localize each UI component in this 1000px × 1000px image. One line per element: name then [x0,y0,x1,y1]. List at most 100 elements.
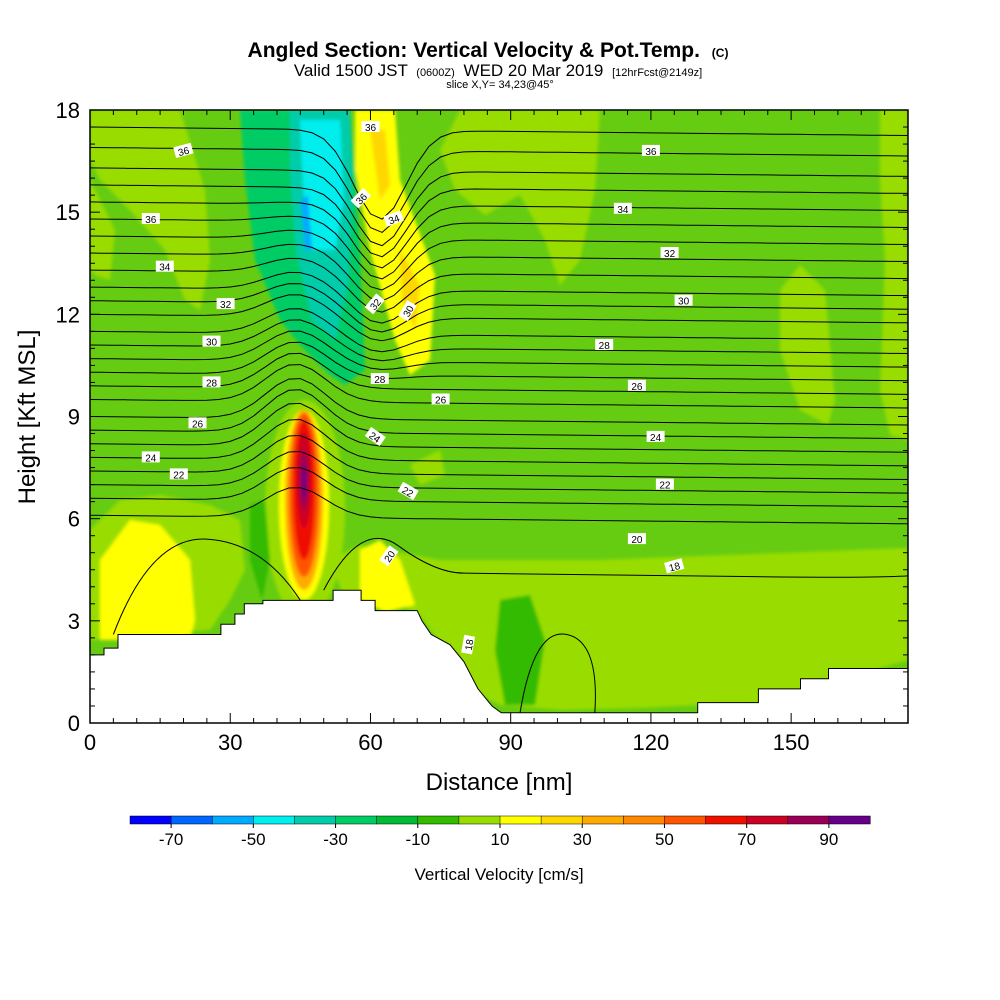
chart-subtitle: Valid 1500 JST (0600Z) WED 20 Mar 2019 [… [294,61,702,80]
colorbar-swatch [540,815,583,825]
x-tick-label: 0 [84,730,96,755]
vv-region [250,500,270,600]
colorbar-swatch [787,815,830,825]
isotherm-label: 34 [155,260,174,274]
vv-region [302,464,306,500]
terrain [90,589,908,723]
isotherm-line [90,330,908,371]
chart-title: Angled Section: Vertical Velocity & Pot.… [248,39,729,62]
isotherm-label-bg [674,294,693,306]
forecast-info: [12hrFcst@2149z] [612,67,702,79]
colorbar-swatch [705,815,748,825]
isotherm-label-bg [431,393,450,405]
vv-region [410,450,445,485]
isotherm-label-text: 26 [631,382,643,393]
isotherm-label-bg [216,298,235,310]
colorbar-swatch [253,815,295,825]
isotherm-label-text: 20 [631,535,643,546]
colorbar-swatch [129,815,172,825]
vv-region [780,265,835,425]
colorbar-swatch [294,815,337,825]
isotherm-line [90,352,908,395]
colorbar-swatch [211,815,254,825]
colorbar-label: 10 [491,830,510,849]
colorbar-swatch [828,815,871,825]
isotherm-label-bg [202,376,221,388]
y-axis-title: Height [Kft MSL] [14,330,41,505]
isotherm-line [90,147,908,233]
colorbar-swatch [581,815,624,825]
isotherm-line [90,215,908,280]
x-tick-label: 60 [358,730,382,755]
isotherm-label: 28 [202,376,221,389]
isotherm-line [90,201,908,269]
isotherm-label: 30 [674,294,693,308]
isotherm-label-bg [664,558,685,574]
isotherm-line [90,450,908,494]
isotherm-line [90,243,908,302]
isotherm-label-text: 34 [617,205,629,216]
y-tick-label: 0 [68,711,80,736]
vv-region [90,180,115,280]
isotherm-label: 20 [627,533,646,546]
vv-region [495,595,545,705]
isotherm-label-text: 30 [402,304,417,320]
y-tick-label: 6 [68,507,80,532]
isotherm-label-bg [397,481,419,501]
isotherm-label-text: 22 [400,485,416,500]
colorbar-swatch [458,815,501,825]
colorbar: -70 -50 -30 -10 10 30 50 70 90 [129,815,871,849]
colorbar-swatch [623,815,665,825]
chart-title-main: Angled Section: Vertical Velocity & Pot.… [248,39,700,62]
isotherm-label: 36 [641,144,660,158]
vv-region [880,110,908,440]
isotherm-label: 22 [169,468,188,481]
colorbar-swatch [376,815,419,825]
isotherm-label-bg [641,144,660,156]
vv-region [360,540,415,612]
isotherm-line [90,184,908,258]
isotherm-label-bg [627,533,646,545]
isotherm-line [90,389,908,440]
colorbar-label: 90 [819,830,838,849]
isotherm-label-bg [364,293,385,315]
vv-region [301,195,312,250]
isotherm-line [112,538,301,635]
colorbar-title: Vertical Velocity [cm/s] [414,865,583,884]
colorbar-label: -70 [159,830,184,849]
isotherm-label: 32 [660,247,679,260]
isotherm-line [90,167,908,247]
isotherm-label-text: 28 [599,341,611,352]
isotherm-label-bg [173,142,194,159]
isotherm-line [90,434,908,480]
y-tick-label: 12 [56,302,80,327]
isotherm-label-text: 22 [659,481,671,492]
colorbar-label: -50 [241,830,266,849]
colorbar-swatch [335,815,378,825]
isotherm-label-text: 34 [387,213,402,227]
colorbar-swatch [417,815,460,825]
vv-region [330,545,908,710]
isotherm-label-text: 30 [206,338,218,349]
chart-title-unit: (C) [712,46,729,60]
isotherm-label-text: 36 [645,147,657,158]
colorbar-swatch [499,815,542,825]
isotherm-label: 36 [173,142,194,159]
isotherm-label: 24 [141,451,160,464]
isotherm-line [90,402,908,453]
isotherm-label-bg [655,478,674,490]
isotherm-label-bg [370,373,389,384]
isotherm-label-text: 34 [159,263,171,274]
isotherm-label: 30 [202,335,221,349]
isotherm-label: 36 [141,213,160,226]
isotherm-label: 24 [646,430,665,444]
isotherm-label-bg [361,121,380,132]
isotherm-label: 30 [398,300,417,322]
isotherm-label-bg [141,451,160,463]
vv-region [400,250,420,330]
isotherm-line [90,229,908,291]
isotherm-label-bg [379,545,399,567]
colorbar-label: 50 [655,830,674,849]
